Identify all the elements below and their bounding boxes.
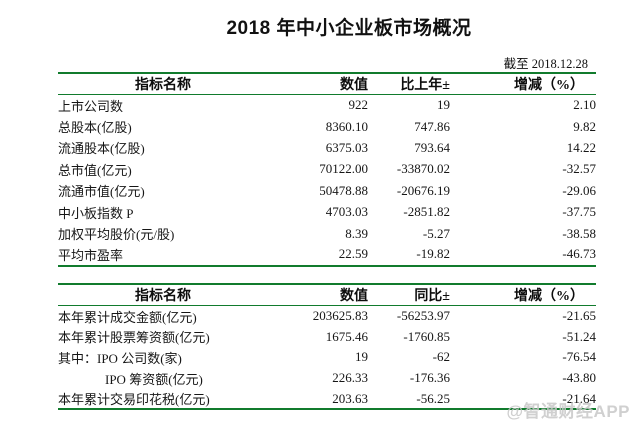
cell-change: -56253.97 xyxy=(396,308,450,324)
col-header-change: 同比± xyxy=(368,284,450,306)
table-row: 本年累计成交金额(亿元) 203625.83 -56253.97 -21.65 xyxy=(58,306,596,327)
as-of-date: 截至 2018.12.28 xyxy=(503,57,588,71)
cell-change: 747.86 xyxy=(414,118,450,134)
cell-value: 226.33 xyxy=(332,370,368,386)
trading-stats-table: 指标名称 数值 同比± 增减（%） 本年累计成交金额(亿元) 203625.83 -… xyxy=(58,283,596,411)
table-row: 上市公司数 922 19 2.10 xyxy=(58,95,596,116)
cell-pct: -37.75 xyxy=(562,204,596,220)
table-row: 本年累计交易印花税(亿元) 203.63 -56.25 -21.64 xyxy=(58,389,596,410)
cell-indicator: 本年累计股票筹资额(亿元) xyxy=(58,330,210,346)
cell-pct: 9.82 xyxy=(573,118,596,134)
table-row: 本年累计股票筹资额(亿元) 1675.46 -1760.85 -51.24 xyxy=(58,326,596,347)
cell-pct: -51.24 xyxy=(562,328,596,344)
cell-indicator: 流通市值(亿元) xyxy=(58,184,145,200)
cell-pct: 14.22 xyxy=(566,139,596,155)
market-table-body: 上市公司数 922 19 2.10 总股本(亿股) 8360.10 747.86 9.82 流通… xyxy=(58,95,596,266)
cell-value: 8360.10 xyxy=(325,118,368,134)
col-header-indicator: 指标名称 xyxy=(58,284,268,306)
market-overview-table: 指标名称 数值 比上年± 增减（%） 上市公司数 922 19 2.10 总股本(亿股)… xyxy=(58,72,596,267)
col-header-pct: 增减（%） xyxy=(450,284,596,306)
cell-pct: -46.73 xyxy=(562,246,596,262)
cell-value: 70122.00 xyxy=(319,161,368,177)
cell-indicator: 流通股本(亿股) xyxy=(58,141,145,157)
col-header-change: 比上年± xyxy=(368,73,450,95)
cell-indicator: 中小板指数 P xyxy=(58,205,134,221)
table-row: 总市值(亿元) 70122.00 -33870.02 -32.57 xyxy=(58,159,596,180)
cell-indicator: 总市值(亿元) xyxy=(58,162,132,178)
cell-value: 19 xyxy=(355,349,368,365)
col-header-pct: 增减（%） xyxy=(450,73,596,95)
cell-indicator: IPO 筹资额(亿元) xyxy=(105,371,203,387)
cell-change: -176.36 xyxy=(409,370,450,386)
col-header-indicator: 指标名称 xyxy=(58,73,268,95)
page-title: 2018 年中小企业板市场概况 xyxy=(226,18,472,39)
table-row: 流通股本(亿股) 6375.03 793.64 14.22 xyxy=(58,137,596,158)
cell-change: -62 xyxy=(432,349,450,365)
header-row: 指标名称 数值 同比± 增减（%） xyxy=(58,284,596,306)
table-row: 中小板指数 P 4703.03 -2851.82 -37.75 xyxy=(58,201,596,222)
table-row: 平均市盈率 22.59 -19.82 -46.73 xyxy=(58,244,596,265)
cell-change: -5.27 xyxy=(422,225,450,241)
cell-pct: -43.80 xyxy=(562,370,596,386)
cell-indicator: 加权平均股价(元/股) xyxy=(58,227,175,243)
table-row: 加权平均股价(元/股) 8.39 -5.27 -38.58 xyxy=(58,223,596,244)
cell-pct: -29.06 xyxy=(562,182,596,198)
cell-pct: 2.10 xyxy=(573,97,596,113)
cell-value: 6375.03 xyxy=(325,139,368,155)
cell-change: 19 xyxy=(437,97,450,113)
watermark: @智通财经APP xyxy=(506,402,630,421)
cell-value: 203.63 xyxy=(332,390,368,406)
cell-pct: -21.64 xyxy=(562,390,596,406)
col-header-value: 数值 xyxy=(268,284,368,306)
cell-value: 922 xyxy=(348,97,369,113)
cell-change: -19.82 xyxy=(416,246,450,262)
cell-indicator: 本年累计成交金额(亿元) xyxy=(58,309,197,325)
trading-table-header: 指标名称 数值 同比± 增减（%） xyxy=(58,284,596,306)
trading-table-body: 本年累计成交金额(亿元) 203625.83 -56253.97 -21.65 本年累计… xyxy=(58,306,596,410)
cell-value: 203625.83 xyxy=(312,308,368,324)
cell-change: -33870.02 xyxy=(396,161,450,177)
cell-indicator: 其中：IPO 公司数(家) xyxy=(58,350,182,366)
cell-value: 1675.46 xyxy=(325,328,368,344)
table-row: 流通市值(亿元) 50478.88 -20676.19 -29.06 xyxy=(58,180,596,201)
cell-change: -2851.82 xyxy=(403,204,450,220)
table-row: 总股本(亿股) 8360.10 747.86 9.82 xyxy=(58,116,596,137)
cell-value: 8.39 xyxy=(345,225,368,241)
table-row: 其中：IPO 公司数(家) 19 -62 -76.54 xyxy=(58,347,596,368)
cell-change: -1760.85 xyxy=(403,328,450,344)
cell-pct: -21.65 xyxy=(562,308,596,324)
cell-indicator: 本年累计交易印花税(亿元) xyxy=(58,392,210,408)
cell-value: 4703.03 xyxy=(325,204,368,220)
cell-change: -20676.19 xyxy=(396,182,450,198)
cell-change: 793.64 xyxy=(414,139,450,155)
table-row: IPO 筹资额(亿元) 226.33 -176.36 -43.80 xyxy=(58,368,596,389)
cell-indicator: 上市公司数 xyxy=(58,98,124,114)
cell-pct: -76.54 xyxy=(562,349,596,365)
cell-indicator: 平均市盈率 xyxy=(58,247,124,263)
cell-pct: -32.57 xyxy=(562,161,596,177)
col-header-value: 数值 xyxy=(268,73,368,95)
cell-pct: -38.58 xyxy=(562,225,596,241)
market-table-header: 指标名称 数值 比上年± 增减（%） xyxy=(58,73,596,95)
header-row: 指标名称 数值 比上年± 增减（%） xyxy=(58,73,596,95)
cell-value: 22.59 xyxy=(338,246,368,262)
cell-value: 50478.88 xyxy=(319,182,368,198)
cell-indicator: 总股本(亿股) xyxy=(58,120,132,136)
cell-change: -56.25 xyxy=(416,390,450,406)
